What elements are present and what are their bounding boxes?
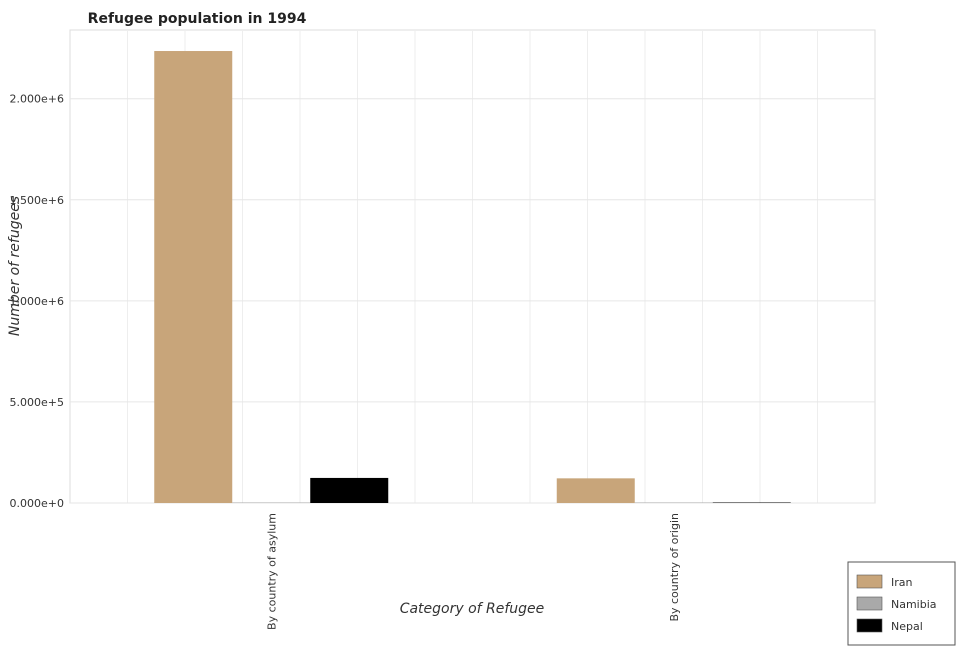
y-tick-label: 0.000e+0 bbox=[10, 497, 64, 510]
y-tick-label: 1.000e+6 bbox=[10, 295, 64, 308]
legend-label-iran: Iran bbox=[891, 576, 913, 589]
bar-nepal bbox=[310, 477, 389, 503]
bar-iran bbox=[154, 51, 233, 504]
y-axis-label: Number of refugees bbox=[7, 196, 23, 336]
legend-label-nepal: Nepal bbox=[891, 620, 923, 633]
bar-iran bbox=[556, 478, 635, 503]
y-tick-label: 2.000e+6 bbox=[10, 93, 64, 106]
x-tick-label: By country of asylum bbox=[265, 513, 278, 630]
legend-label-namibia: Namibia bbox=[891, 598, 937, 611]
bar-nepal bbox=[712, 502, 791, 503]
legend: Iran Namibia Nepal bbox=[847, 561, 956, 646]
bar-namibia bbox=[232, 502, 311, 503]
y-tick-labels: 0.000e+0 5.000e+5 1.000e+6 1.500e+6 2.000e+6 bbox=[10, 93, 64, 510]
legend-swatch-nepal bbox=[856, 618, 883, 633]
x-tick-label: By country of origin bbox=[668, 513, 681, 622]
y-tick-label: 1.500e+6 bbox=[10, 194, 64, 207]
bars bbox=[154, 51, 791, 504]
chart-title: Refugee population in 1994 bbox=[88, 11, 307, 27]
legend-swatch-namibia bbox=[856, 596, 883, 611]
bar-namibia bbox=[634, 502, 713, 503]
x-tick-labels: By country of asylum By country of origin bbox=[265, 513, 681, 630]
legend-swatch-iran bbox=[856, 574, 883, 589]
y-tick-label: 5.000e+5 bbox=[10, 396, 64, 409]
x-axis-label: Category of Refugee bbox=[400, 601, 545, 617]
